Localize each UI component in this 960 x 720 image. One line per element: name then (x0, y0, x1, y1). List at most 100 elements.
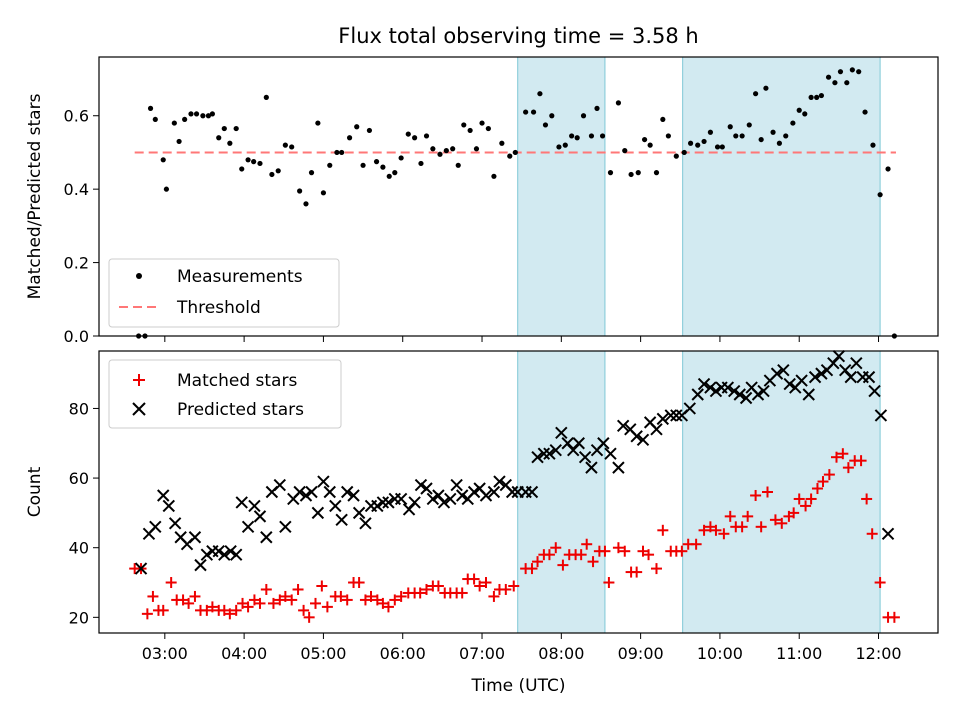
measurement-point (160, 157, 166, 163)
predicted-star-point (260, 531, 273, 544)
measurement-point (176, 138, 182, 145)
x-tick-label: 10:00 (697, 644, 743, 663)
predicted-star-point (543, 447, 556, 460)
measurement-point (673, 153, 679, 159)
measurement-point (647, 142, 653, 148)
measurement-point (263, 94, 269, 100)
x-tick-label: 12:00 (855, 644, 901, 663)
predicted-star-point (273, 478, 287, 492)
predicted-star-point (650, 423, 663, 436)
matched-star-point (389, 594, 401, 606)
predicted-star-point (437, 496, 451, 509)
predicted-star-point (585, 461, 598, 474)
measurement-point (346, 135, 353, 141)
matched-star-point (788, 507, 800, 519)
measurement-point (334, 149, 340, 156)
predicted-star-point (739, 391, 753, 405)
measurement-point (556, 144, 562, 150)
measurement-point (818, 92, 825, 99)
predicted-star-point (636, 433, 650, 446)
predicted-star-point (218, 548, 231, 561)
matched-star-point (242, 601, 254, 613)
measurement-point (450, 146, 456, 152)
measurement-point (171, 120, 177, 126)
predicted-star-point (697, 377, 711, 391)
matched-star-point (643, 549, 655, 561)
predicted-star-point (253, 510, 267, 523)
predicted-star-point (555, 426, 568, 440)
predicted-star-point (241, 520, 255, 534)
predicted-star-point (323, 485, 336, 499)
predicted-star-point (783, 377, 796, 391)
predicted-star-point (248, 499, 261, 513)
matched-star-point (718, 528, 730, 540)
top-x-axis-ticks (164, 336, 880, 342)
measurement-point (695, 142, 701, 148)
measurement-point (289, 144, 295, 150)
predicted-star-point (487, 485, 501, 499)
predicted-star-point (770, 367, 784, 380)
measurement-point (327, 162, 333, 168)
predicted-star-point (525, 485, 539, 499)
x-tick-label: 11:00 (776, 644, 822, 663)
legend-measurement-marker (136, 273, 142, 279)
matched-star-point (377, 597, 389, 609)
matched-star-point (432, 580, 444, 592)
bottom-legend: Matched stars Predicted stars (108, 359, 342, 429)
measurement-point (360, 162, 366, 168)
measurement-point (814, 94, 820, 100)
measurement-point (233, 125, 239, 132)
matched-star-point (581, 538, 593, 550)
matched-star-point (837, 448, 849, 460)
top-axes-frame (98, 56, 939, 337)
matched-star-point (316, 580, 328, 592)
predicted-star-point (656, 412, 670, 426)
predicted-star-point (299, 489, 313, 502)
matched-star-point (147, 590, 159, 602)
predicted-star-point (479, 489, 493, 502)
measurement-point (188, 111, 194, 117)
predicted-star-point (549, 444, 562, 457)
predicted-star-point (149, 520, 162, 534)
predicted-star-point (376, 496, 390, 509)
matched-star-point (183, 597, 195, 609)
predicted-star-point (293, 485, 306, 499)
matched-star-point (710, 524, 722, 536)
legend-measurements-label: Measurements (177, 267, 303, 287)
measurement-point (485, 125, 491, 132)
matched-star-point (500, 583, 512, 595)
predicted-star-point (426, 492, 440, 506)
measurement-point (491, 173, 497, 179)
measurement-point (418, 160, 424, 167)
predicted-star-point (408, 496, 421, 509)
measurement-point (739, 133, 745, 139)
predicted-star-point (371, 499, 384, 513)
x-tick-label: 05:00 (300, 644, 346, 663)
x-tick-label: 09:00 (618, 644, 664, 663)
measurement-point (622, 148, 628, 154)
measurement-point (221, 125, 227, 132)
bot-y-tick-label: 20 (69, 608, 89, 627)
predicted-star-point (224, 544, 237, 558)
legend-predicted-label: Predicted stars (177, 400, 304, 420)
measurement-point (885, 166, 891, 172)
predicted-star-point (683, 402, 696, 415)
measurement-point (473, 146, 480, 152)
matched-star-point (742, 510, 754, 522)
matched-star-point (248, 594, 260, 606)
predicted-star-point (505, 485, 519, 499)
measurement-point (719, 144, 725, 150)
matched-star-point (676, 545, 688, 557)
measurement-point (599, 133, 606, 139)
measurement-point (660, 116, 666, 123)
bot-y-tick-label: 60 (69, 469, 89, 488)
top-y-tick-label: 0.0 (64, 327, 89, 346)
matched-star-point (254, 597, 266, 609)
predicted-star-point (212, 544, 225, 558)
predicted-star-point (751, 388, 765, 401)
predicted-star-point (134, 562, 148, 575)
predicted-star-point (382, 496, 395, 509)
measurement-point (537, 91, 543, 97)
x-tick-label: 06:00 (380, 644, 426, 663)
predicted-star-point (305, 485, 318, 499)
